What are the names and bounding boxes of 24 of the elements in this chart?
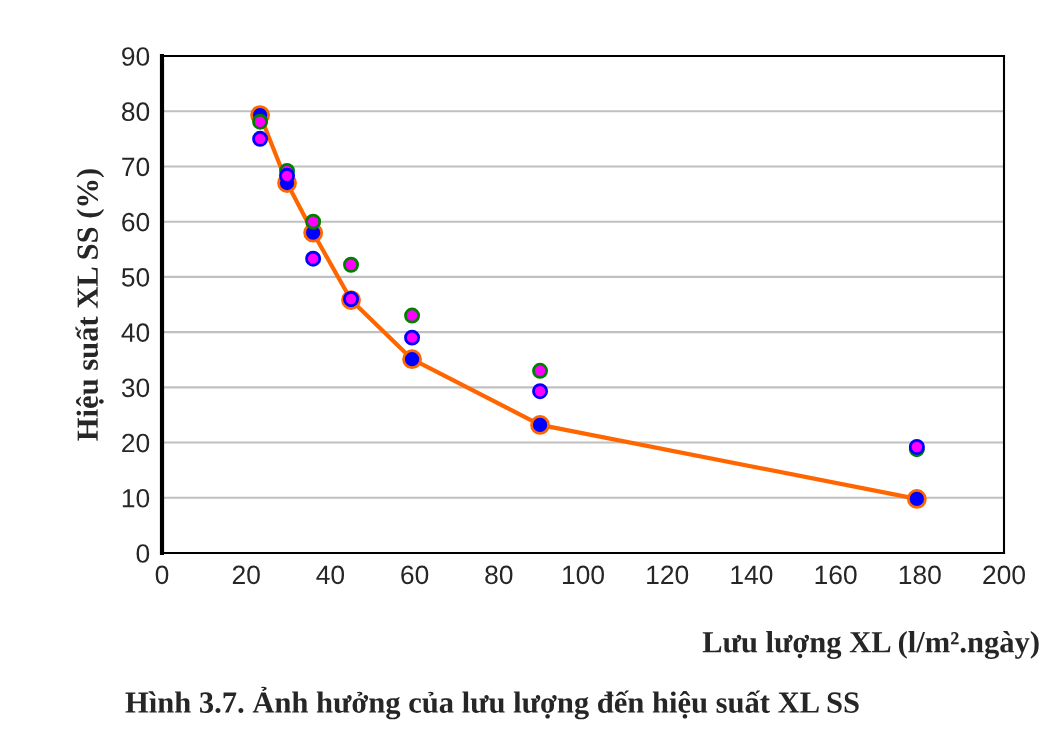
y-axis-title: Hiệu suất XL SS (%) (75, 169, 105, 441)
x-tick-label: 160 (815, 565, 857, 585)
y-tick-label: 80 (121, 102, 150, 122)
x-tick-label: 180 (899, 565, 941, 585)
x-tick-label: 80 (485, 565, 513, 585)
y-tick-label: 10 (122, 488, 150, 508)
x-tick-label: 140 (731, 565, 773, 585)
y-tick-label: 30 (121, 378, 150, 398)
x-tick-label: 200 (983, 565, 1025, 585)
y-tick-label: 60 (122, 212, 150, 232)
x-axis-title: Lưu lượng XL (l/m².ngày) (702, 631, 1039, 659)
y-tick-label: 0 (136, 544, 150, 563)
y-tick-label: 70 (122, 157, 150, 177)
x-tick-label: 0 (155, 565, 169, 585)
y-tick-label: 90 (122, 47, 150, 66)
x-tick-label: 40 (316, 565, 345, 585)
x-tick-label: 120 (647, 565, 689, 585)
y-tick-label: 40 (121, 323, 150, 342)
x-tick-label: 20 (232, 565, 260, 585)
y-tick-label: 20 (122, 433, 150, 453)
text: Hình 3.7. Ảnh hưởng của lưu lượng đến hiệu suất XL SS (125, 686, 859, 720)
x-tick-label: 60 (401, 565, 429, 585)
y-tick-label: 50 (121, 268, 150, 287)
x-tick-label: 100 (563, 565, 604, 585)
